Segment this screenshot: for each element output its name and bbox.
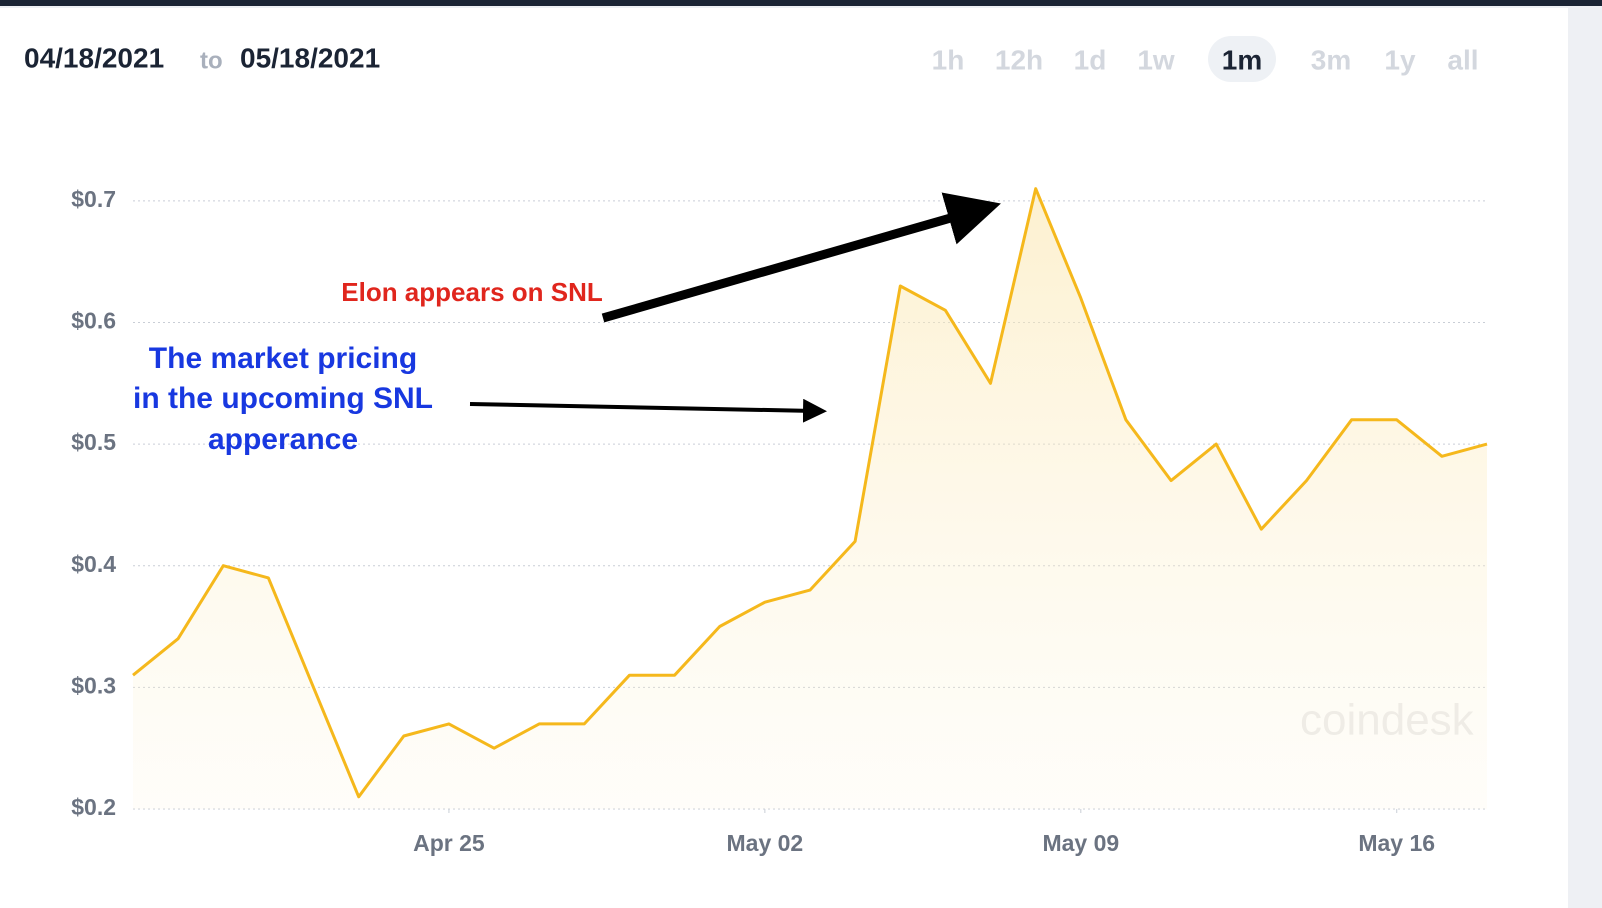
y-tick-label: $0.5 bbox=[71, 429, 116, 455]
annotation: in the upcoming SNL bbox=[133, 382, 433, 415]
x-tick-label: May 16 bbox=[1358, 830, 1435, 856]
price-line bbox=[132, 187, 1488, 799]
x-tick-label: Apr 25 bbox=[413, 830, 485, 856]
y-tick-label: $0.2 bbox=[71, 794, 116, 820]
range-button[interactable]: 1d bbox=[1074, 44, 1107, 75]
area bbox=[133, 188, 1487, 809]
plot: $0.2 $0.3 $0.4 $0.5 $0.6 $0.7 Apr 25 May 02 May … bbox=[71, 186, 1488, 856]
y-tick-label: $0.4 bbox=[71, 551, 116, 577]
range-button[interactable]: 1w bbox=[1137, 44, 1175, 75]
range-button[interactable]: all bbox=[1447, 44, 1478, 75]
separator: to bbox=[200, 47, 223, 74]
range-button[interactable]: 3m bbox=[1311, 44, 1351, 75]
range-button[interactable]: 1y bbox=[1384, 44, 1416, 75]
y-tick-label: $0.3 bbox=[71, 672, 116, 698]
arrow bbox=[601, 192, 1001, 323]
start-date: 04/18/2021 bbox=[24, 42, 164, 73]
range-buttons: 1h 12h 1d 1w 1m 3m 1y all bbox=[932, 36, 1479, 82]
range-button[interactable]: 12h bbox=[995, 44, 1043, 75]
arrow bbox=[469, 398, 827, 423]
range-button[interactable]: 1h bbox=[932, 44, 965, 75]
range-button[interactable]: 1m bbox=[1222, 44, 1262, 75]
annotation: apperance bbox=[208, 423, 358, 456]
annotation: The market pricing bbox=[149, 342, 417, 375]
y-tick-label: $0.6 bbox=[71, 308, 116, 334]
y-tick-label: $0.7 bbox=[71, 186, 116, 212]
annotation: Elon appears on SNL bbox=[341, 277, 603, 307]
range-highlight bbox=[1208, 36, 1276, 82]
x-tick-label: May 02 bbox=[727, 830, 804, 856]
x-tick-label: May 09 bbox=[1042, 830, 1119, 856]
end-date: 05/18/2021 bbox=[240, 42, 380, 73]
top-bar bbox=[0, 0, 1602, 6]
